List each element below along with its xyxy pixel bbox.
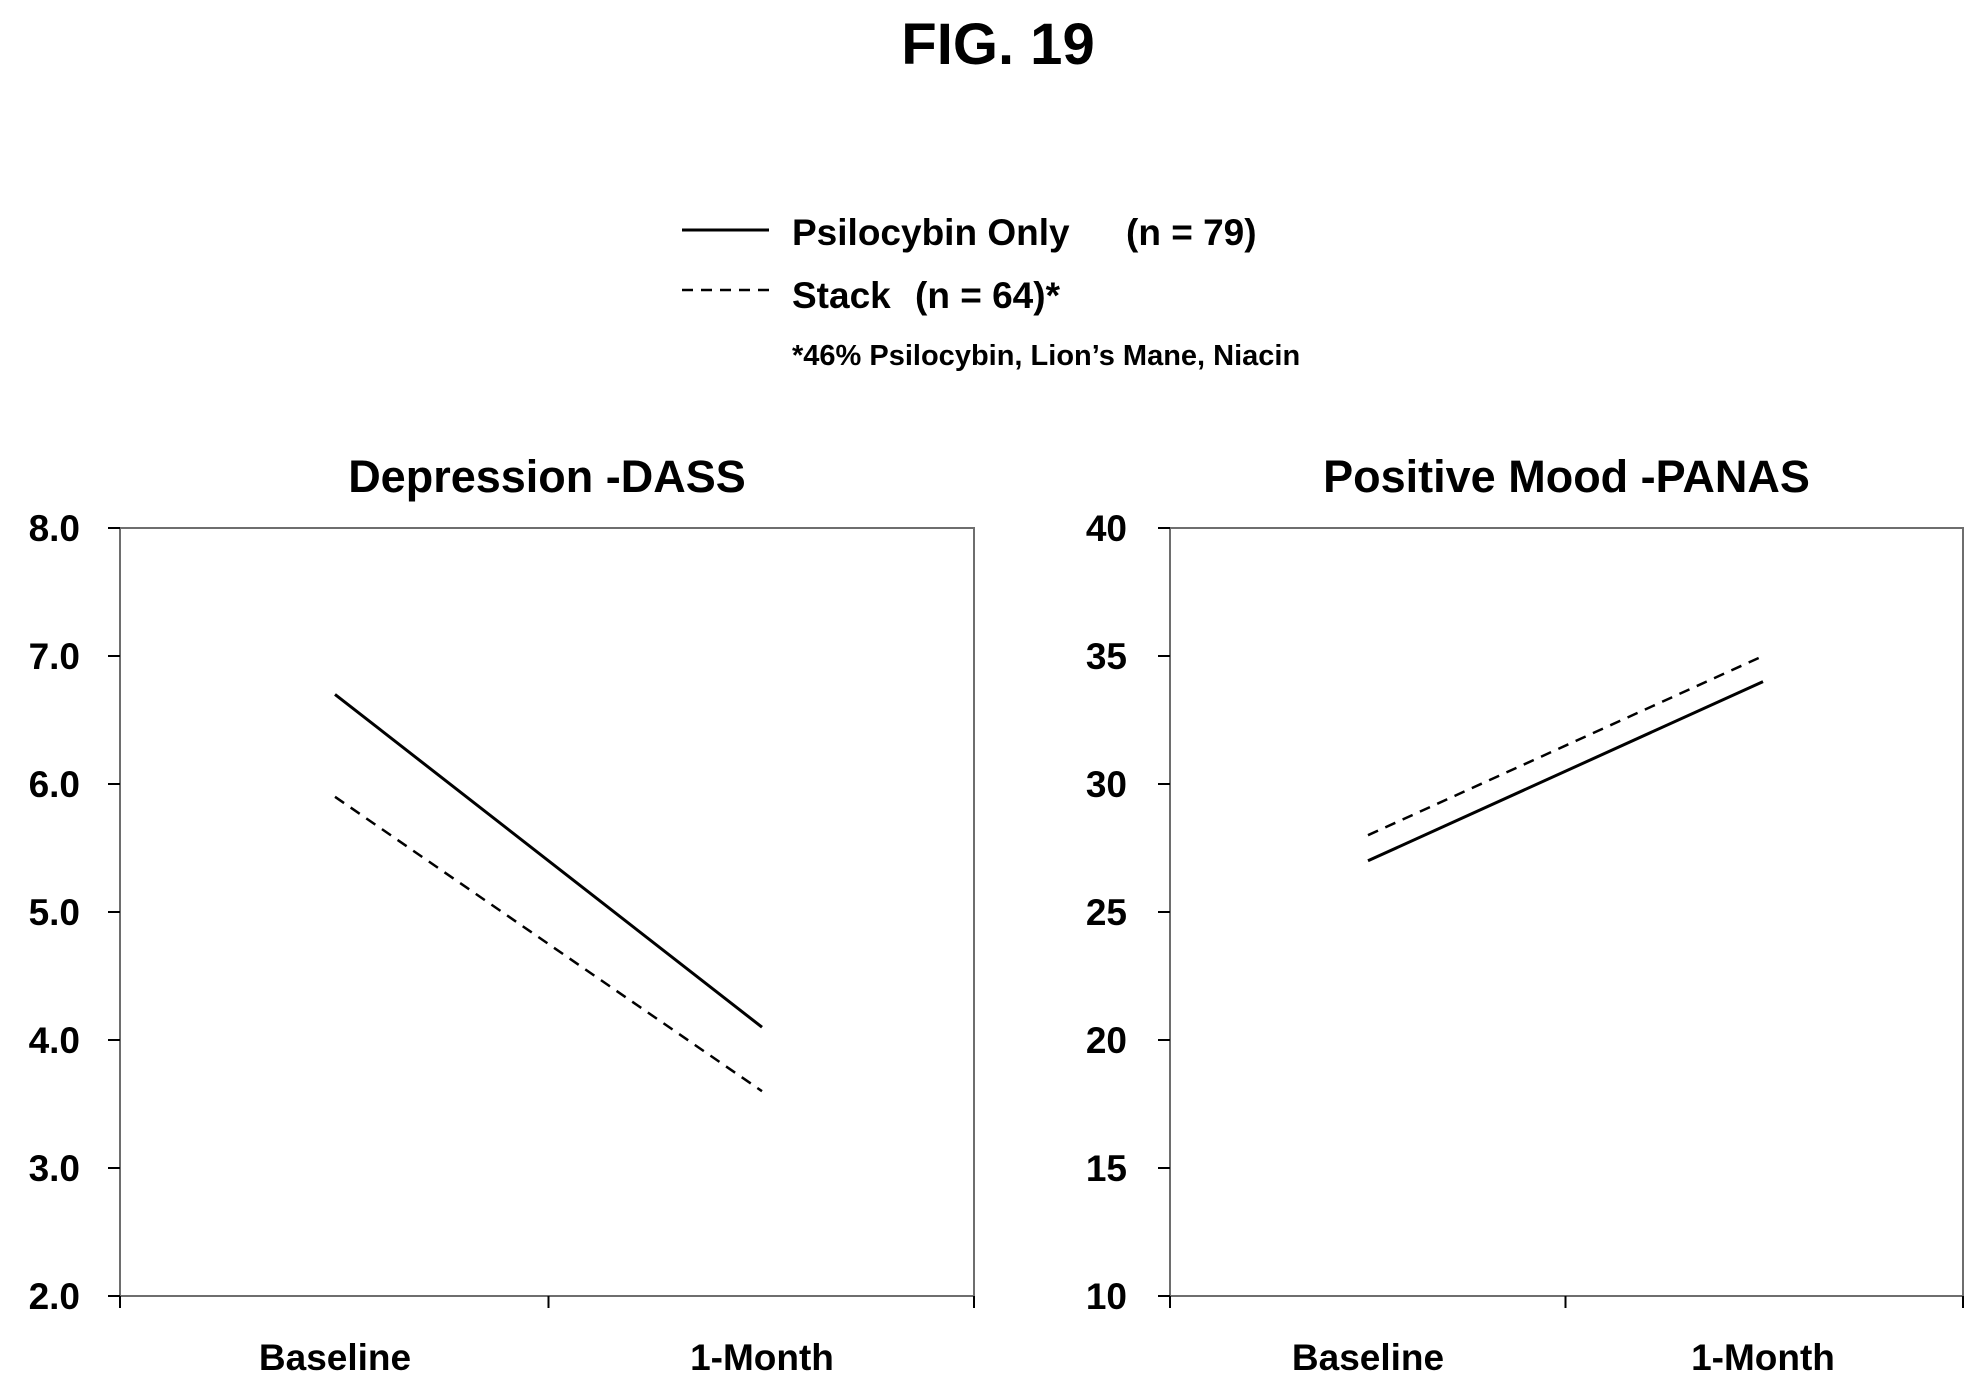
series-line-stack [1367,654,1764,837]
y-tick-label: 7.0 [29,636,80,677]
y-tick-label: 4.0 [29,1020,80,1061]
y-tick-label: 3.0 [29,1148,80,1189]
x-category-label: Baseline [259,1337,411,1378]
legend-footnote: *46% Psilocybin, Lion’s Mane, Niacin [792,340,1300,372]
x-category-label: 1-Month [690,1337,834,1378]
y-tick-label: 40 [1086,508,1127,549]
x-category-label: 1-Month [1691,1337,1835,1378]
legend-series-2-count: (n = 64)* [915,275,1061,316]
y-tick-label: 10 [1086,1276,1127,1317]
chart-title: Positive Mood -PANAS [1323,451,1810,502]
series-line-stack [334,795,763,1093]
chart-title: Depression -DASS [348,451,746,502]
legend-series-1-name: Psilocybin Only [792,212,1070,253]
y-tick-label: 15 [1086,1148,1127,1189]
legend-series-1-count: (n = 79) [1126,212,1257,253]
y-tick-label: 5.0 [29,892,80,933]
x-category-label: Baseline [1292,1337,1444,1378]
chart-positive-mood-panas: Positive Mood -PANAS 10 15 20 25 30 35 40 Baseli… [1086,451,1964,1378]
y-tick-label: 8.0 [29,508,80,549]
chart-depression-dass: Depression -DASS 2.0 3.0 4.0 5.0 6.0 7.0 8.0 Bas… [29,451,975,1378]
y-tick-label: 25 [1086,892,1127,933]
legend-series-2-name: Stack [792,275,891,316]
y-tick-label: 20 [1086,1020,1127,1061]
legend: Psilocybin Only (n = 79) Stack (n = 64)*… [682,212,1300,372]
y-tick-label: 35 [1086,636,1127,677]
y-tick-label: 2.0 [29,1276,80,1317]
figure-label: FIG. 19 [901,12,1094,77]
y-tick-label: 30 [1086,764,1127,805]
y-tick-label: 6.0 [29,764,80,805]
series-line-psilocybin-only [1367,680,1764,863]
series-line-psilocybin-only [334,693,763,1029]
plot-area-frame [119,527,975,1297]
plot-area-frame [1169,527,1964,1297]
